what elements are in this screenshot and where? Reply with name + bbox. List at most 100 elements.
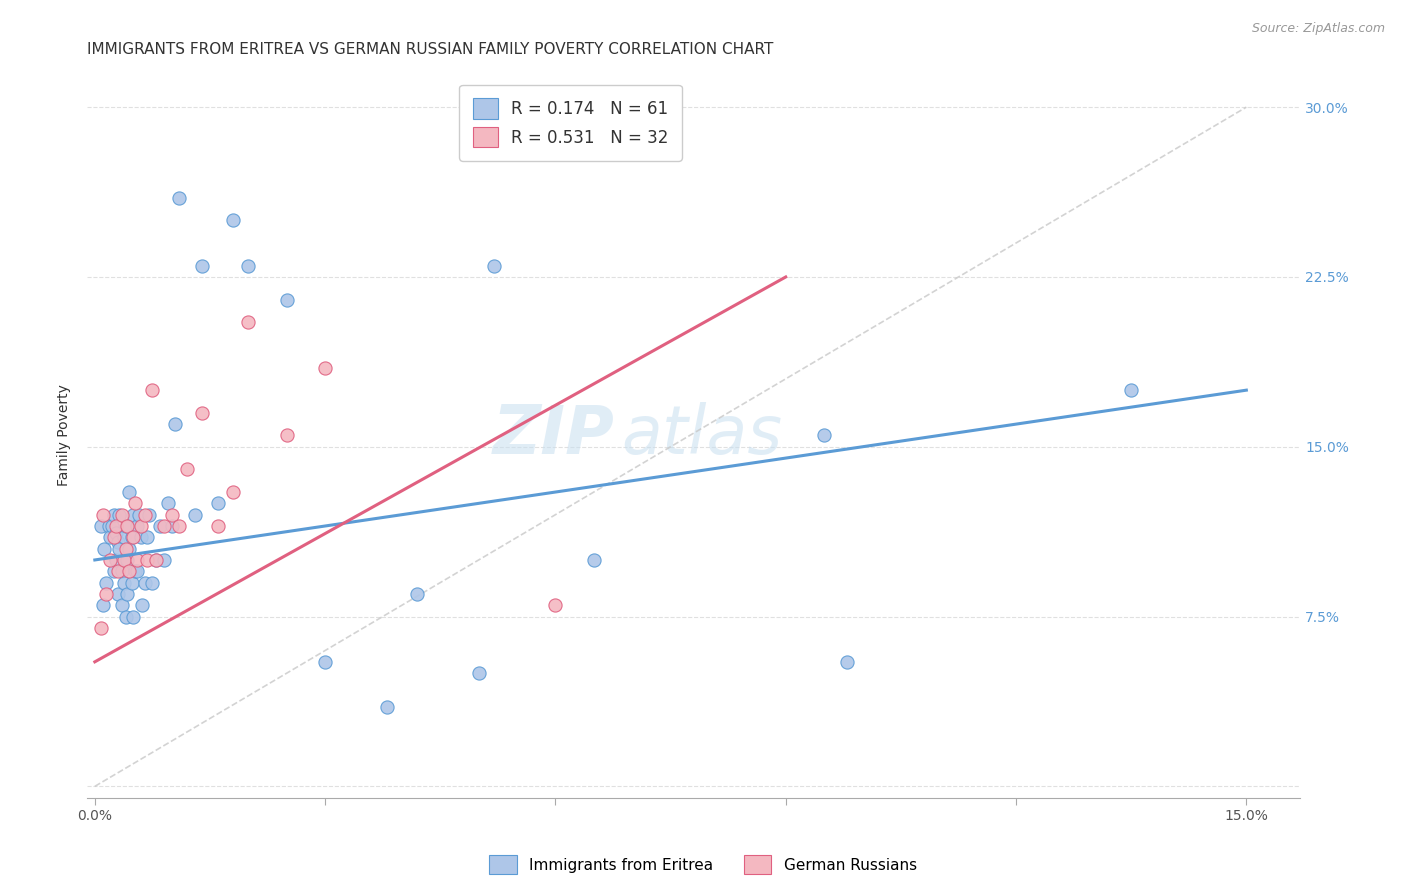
Text: IMMIGRANTS FROM ERITREA VS GERMAN RUSSIAN FAMILY POVERTY CORRELATION CHART: IMMIGRANTS FROM ERITREA VS GERMAN RUSSIA… bbox=[87, 42, 773, 57]
Point bbox=[160, 519, 183, 533]
Point bbox=[169, 191, 191, 205]
Point bbox=[115, 553, 138, 567]
Point bbox=[91, 599, 114, 613]
Point bbox=[125, 553, 148, 567]
Point bbox=[103, 508, 125, 522]
Point bbox=[813, 428, 835, 442]
Point bbox=[169, 519, 191, 533]
Point bbox=[90, 621, 112, 635]
Point bbox=[207, 496, 229, 510]
Point bbox=[141, 383, 163, 397]
Text: atlas: atlas bbox=[621, 402, 782, 468]
Point bbox=[100, 519, 122, 533]
Point bbox=[108, 541, 131, 556]
Point bbox=[153, 519, 176, 533]
Point bbox=[125, 519, 148, 533]
Point bbox=[114, 519, 136, 533]
Point bbox=[114, 609, 136, 624]
Point bbox=[582, 553, 605, 567]
Point bbox=[160, 508, 183, 522]
Point bbox=[115, 587, 138, 601]
Point bbox=[165, 417, 187, 431]
Point bbox=[606, 100, 628, 114]
Point bbox=[107, 564, 129, 578]
Point bbox=[122, 508, 145, 522]
Point bbox=[136, 530, 159, 544]
Point bbox=[107, 534, 129, 549]
Y-axis label: Family Poverty: Family Poverty bbox=[58, 384, 72, 486]
Point bbox=[276, 428, 298, 442]
Point bbox=[122, 609, 145, 624]
Point bbox=[1121, 383, 1143, 397]
Point bbox=[191, 406, 214, 420]
Point bbox=[122, 530, 145, 544]
Point bbox=[131, 599, 153, 613]
Point bbox=[105, 519, 128, 533]
Point bbox=[124, 564, 146, 578]
Point bbox=[111, 508, 134, 522]
Point bbox=[156, 496, 179, 510]
Point bbox=[93, 541, 115, 556]
Point bbox=[129, 519, 152, 533]
Point bbox=[112, 553, 135, 567]
Point bbox=[153, 553, 176, 567]
Point bbox=[111, 564, 134, 578]
Point bbox=[134, 508, 156, 522]
Point bbox=[314, 655, 336, 669]
Point bbox=[98, 530, 121, 544]
Point bbox=[91, 508, 114, 522]
Point bbox=[118, 564, 141, 578]
Point bbox=[176, 462, 198, 476]
Text: ZIP: ZIP bbox=[494, 402, 614, 468]
Point bbox=[114, 541, 136, 556]
Point bbox=[482, 259, 505, 273]
Point bbox=[238, 259, 260, 273]
Point bbox=[118, 541, 141, 556]
Point bbox=[314, 360, 336, 375]
Point bbox=[90, 519, 112, 533]
Point bbox=[837, 655, 859, 669]
Point bbox=[96, 587, 118, 601]
Point bbox=[406, 587, 429, 601]
Point bbox=[112, 575, 135, 590]
Point bbox=[134, 575, 156, 590]
Legend: Immigrants from Eritrea, German Russians: Immigrants from Eritrea, German Russians bbox=[484, 849, 922, 880]
Point bbox=[125, 564, 148, 578]
Point bbox=[103, 564, 125, 578]
Point bbox=[111, 599, 134, 613]
Point bbox=[222, 213, 245, 227]
Legend: R = 0.174   N = 61, R = 0.531   N = 32: R = 0.174 N = 61, R = 0.531 N = 32 bbox=[460, 85, 682, 161]
Point bbox=[118, 485, 141, 500]
Point bbox=[107, 587, 129, 601]
Point bbox=[136, 553, 159, 567]
Point bbox=[105, 525, 128, 540]
Point bbox=[112, 530, 135, 544]
Point bbox=[105, 553, 128, 567]
Point bbox=[129, 530, 152, 544]
Point bbox=[108, 508, 131, 522]
Point bbox=[183, 508, 205, 522]
Point bbox=[128, 508, 150, 522]
Point bbox=[97, 519, 120, 533]
Point bbox=[121, 530, 143, 544]
Point bbox=[121, 575, 143, 590]
Point bbox=[141, 575, 163, 590]
Point bbox=[375, 700, 398, 714]
Point bbox=[544, 599, 567, 613]
Point bbox=[149, 519, 172, 533]
Point bbox=[467, 666, 489, 681]
Text: Source: ZipAtlas.com: Source: ZipAtlas.com bbox=[1251, 22, 1385, 36]
Point bbox=[103, 530, 125, 544]
Point bbox=[191, 259, 214, 273]
Point bbox=[115, 519, 138, 533]
Point bbox=[276, 293, 298, 307]
Point bbox=[124, 496, 146, 510]
Point bbox=[138, 508, 160, 522]
Point bbox=[145, 553, 167, 567]
Point bbox=[145, 553, 167, 567]
Point bbox=[222, 485, 245, 500]
Point bbox=[96, 575, 118, 590]
Point bbox=[207, 519, 229, 533]
Point bbox=[98, 553, 121, 567]
Point bbox=[238, 315, 260, 329]
